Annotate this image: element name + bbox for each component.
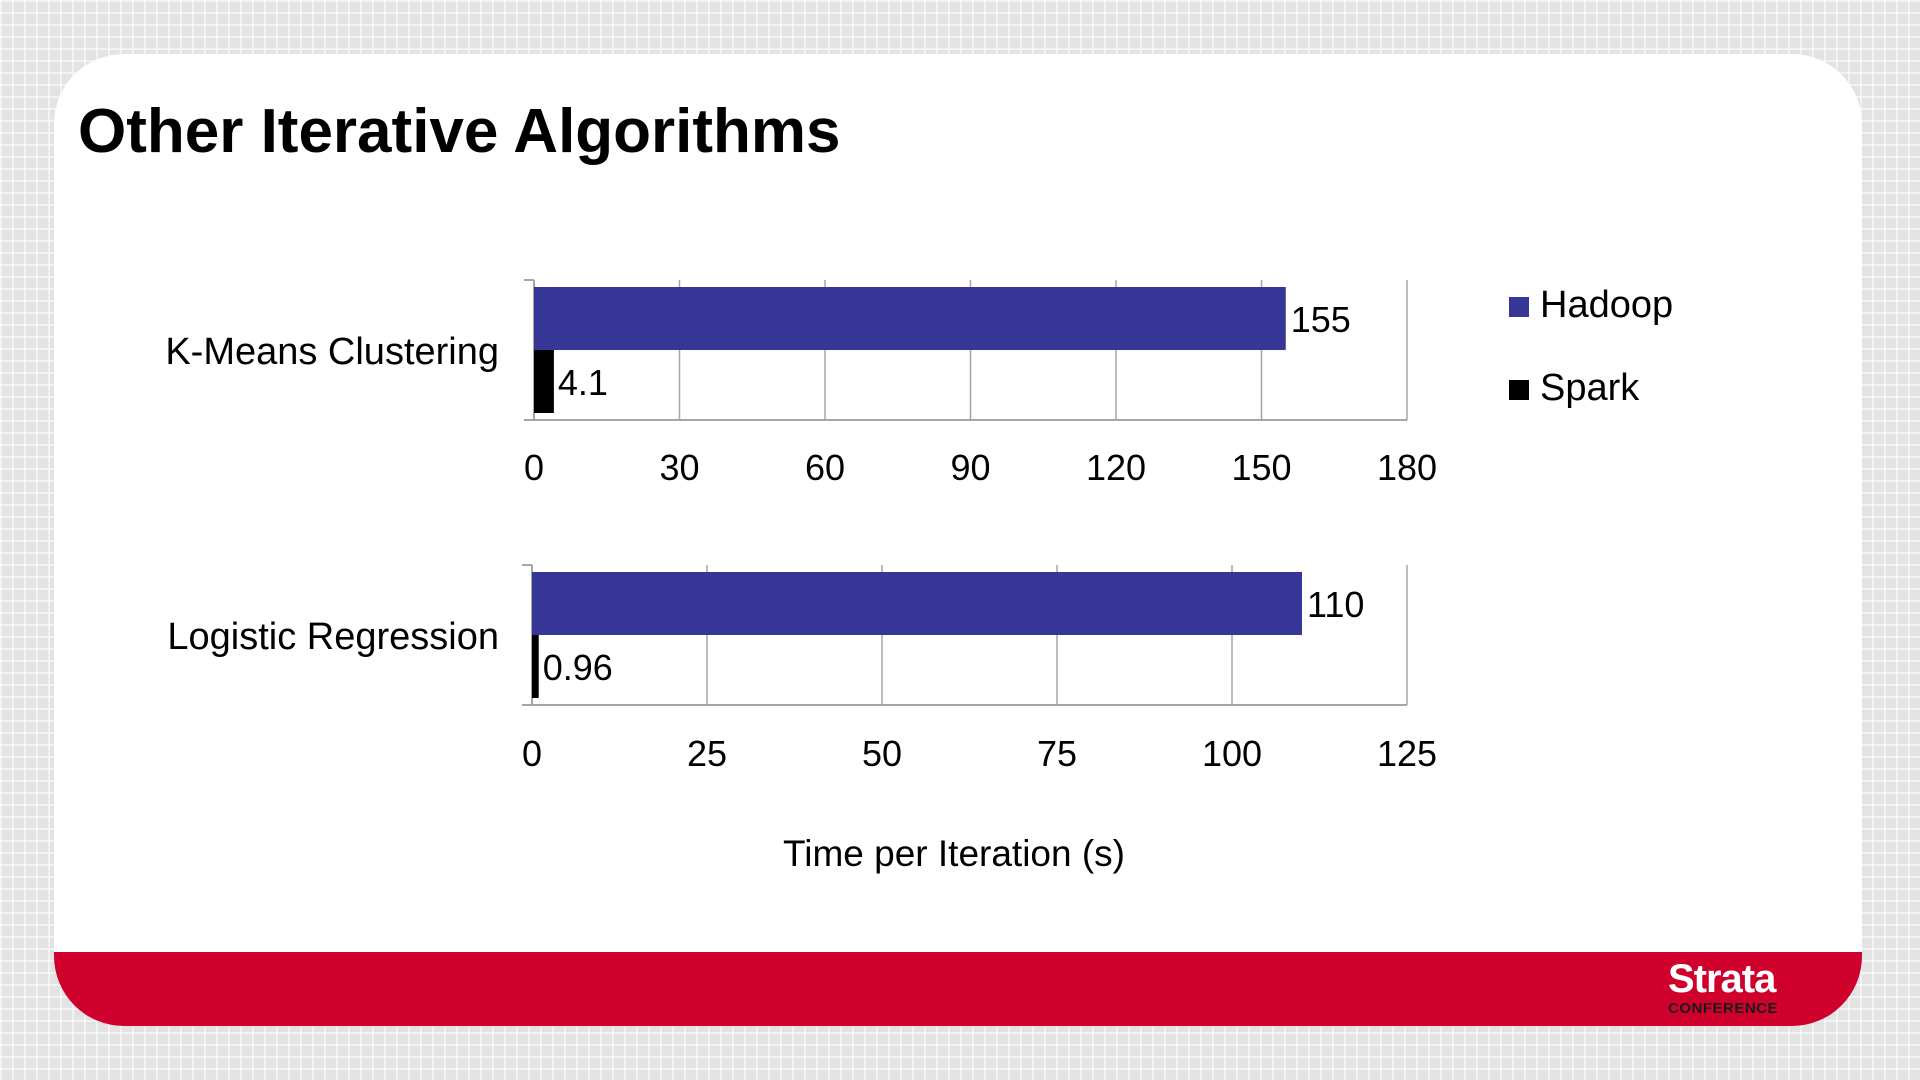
x-tick-label: 120 bbox=[1086, 447, 1146, 488]
hadoop-data-label: 110 bbox=[1307, 584, 1364, 625]
legend-label: Spark bbox=[1540, 367, 1640, 409]
chart-area: 0 30 60 90 120 150 180 K-Means Clustering 155 4.1… bbox=[165, 279, 1673, 874]
slide-title: Other Iterative Algorithms bbox=[78, 97, 841, 166]
x-tick-label: 60 bbox=[805, 447, 845, 488]
x-tick-label: 25 bbox=[687, 733, 727, 774]
hadoop-data-label: 155 bbox=[1291, 299, 1351, 340]
x-tick-label: 180 bbox=[1377, 447, 1437, 488]
strata-logo: Strata CONFERENCE bbox=[1668, 959, 1778, 1016]
footer-band bbox=[54, 952, 1862, 1026]
x-tick-label: 0 bbox=[522, 733, 542, 774]
logistic-regression-chart: 0 25 50 75 100 125 Logistic Regression 110 0.96 bbox=[167, 564, 1437, 774]
legend-label: Hadoop bbox=[1540, 284, 1673, 326]
category-label: Logistic Regression bbox=[167, 616, 499, 658]
hadoop-bar bbox=[534, 287, 1286, 350]
hadoop-bar bbox=[532, 572, 1302, 635]
kmeans-chart: 0 30 60 90 120 150 180 K-Means Clustering 155 4.1 bbox=[165, 279, 1437, 488]
spark-bar bbox=[534, 350, 554, 413]
logo-subtext: CONFERENCE bbox=[1667, 1000, 1778, 1017]
logo-text: Strata bbox=[1667, 957, 1776, 1001]
legend: Hadoop Spark bbox=[1509, 284, 1673, 409]
legend-swatch bbox=[1509, 297, 1529, 317]
spark-data-label: 4.1 bbox=[558, 362, 608, 403]
x-tick-label: 90 bbox=[950, 447, 990, 488]
category-label: K-Means Clustering bbox=[165, 331, 499, 373]
x-tick-label: 150 bbox=[1231, 447, 1291, 488]
x-tick-label: 0 bbox=[524, 447, 544, 488]
x-tick-label: 100 bbox=[1202, 733, 1262, 774]
slide: Other Iterative Algorithms 0 30 60 90 120 150… bbox=[54, 54, 1862, 1026]
x-axis-label: Time per Iteration (s) bbox=[783, 833, 1125, 874]
spark-data-label: 0.96 bbox=[543, 647, 613, 688]
spark-bar bbox=[532, 635, 539, 698]
legend-swatch bbox=[1509, 380, 1529, 400]
x-tick-label: 75 bbox=[1037, 733, 1077, 774]
x-tick-label: 125 bbox=[1377, 733, 1437, 774]
x-tick-label: 50 bbox=[862, 733, 902, 774]
x-tick-label: 30 bbox=[659, 447, 699, 488]
